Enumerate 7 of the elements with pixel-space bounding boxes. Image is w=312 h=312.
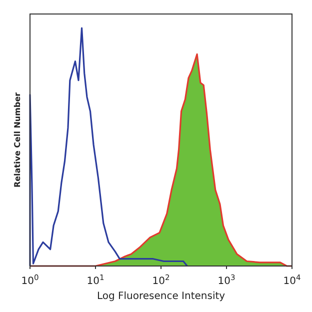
x-tick-label: 10$^{1}$ xyxy=(86,272,104,287)
y-axis-title: Relative Cell Number xyxy=(13,92,22,188)
x-tick-label: 10$^{3}$ xyxy=(218,272,236,287)
x-axis-title: Log Fluoresence Intensity xyxy=(96,291,226,302)
x-tick-label: 10$^{2}$ xyxy=(152,272,170,287)
x-tick-label: 10$^{0}$ xyxy=(21,272,39,287)
x-tick-label: 10$^{4}$ xyxy=(283,272,301,287)
